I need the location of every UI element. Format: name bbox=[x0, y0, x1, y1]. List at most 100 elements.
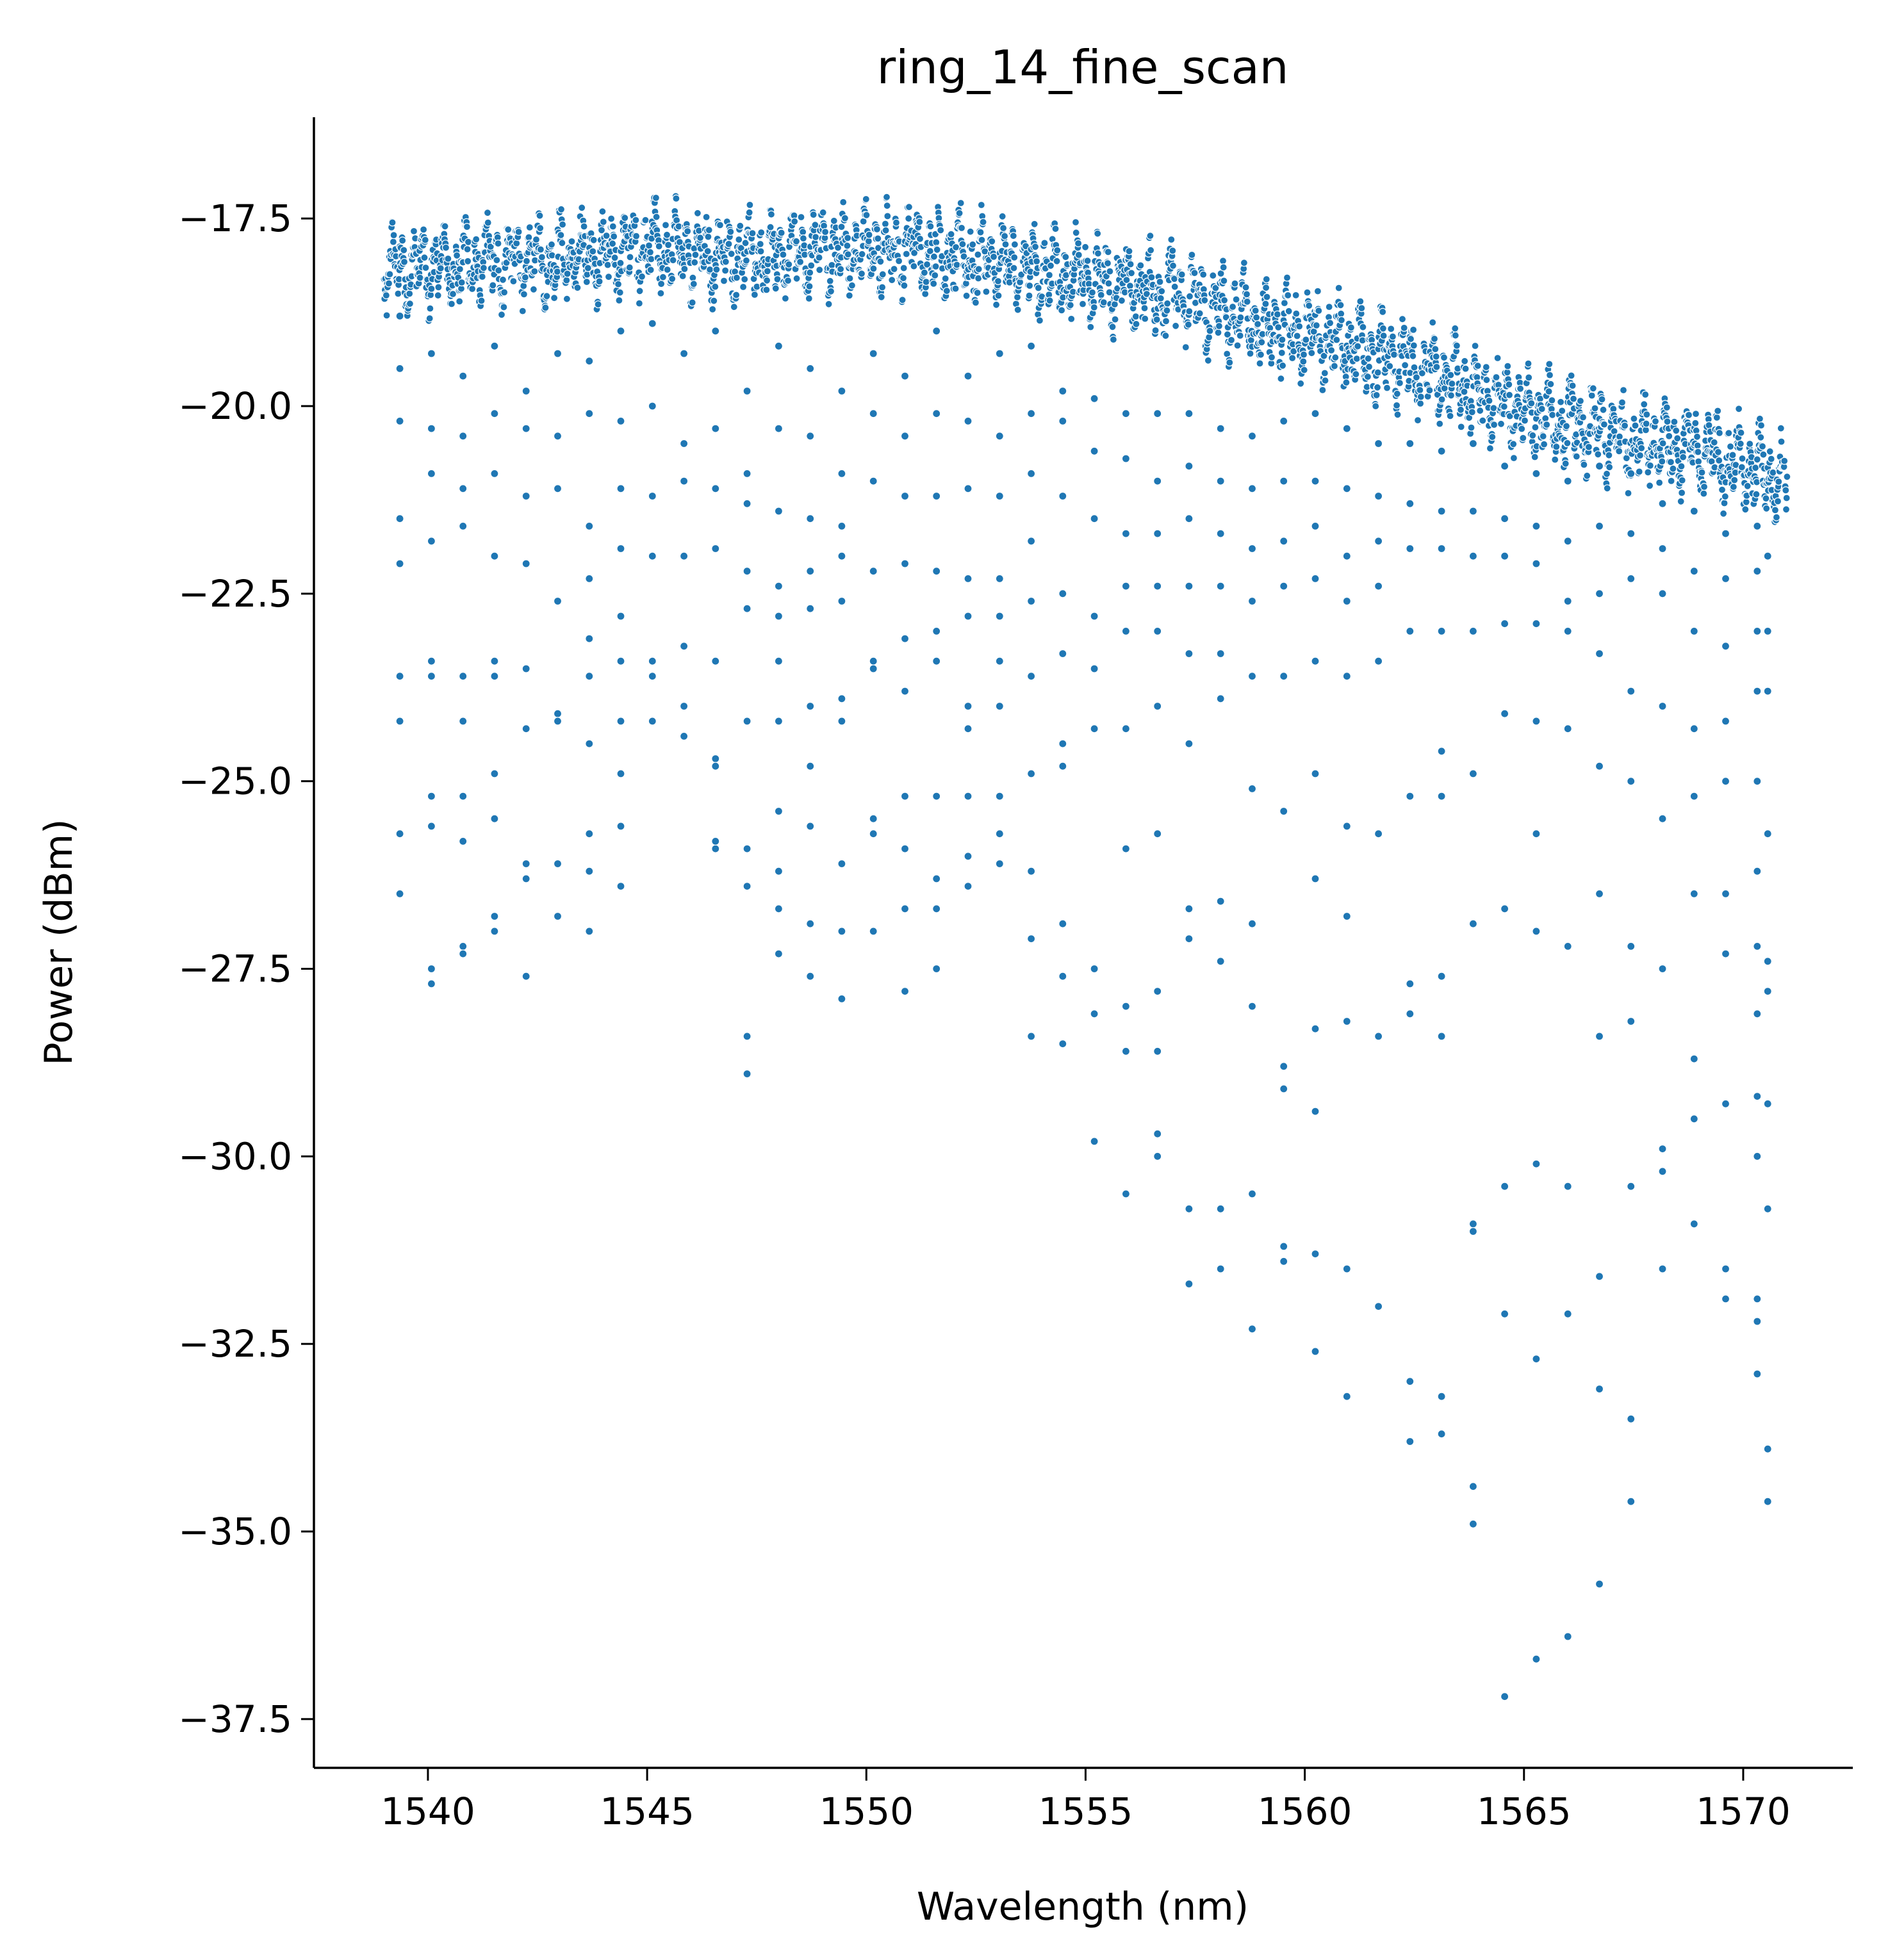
data-point bbox=[1216, 957, 1225, 966]
data-point bbox=[1644, 468, 1652, 477]
data-point bbox=[1468, 1482, 1477, 1491]
data-point bbox=[1185, 409, 1194, 418]
data-point bbox=[1206, 327, 1214, 335]
data-point bbox=[1627, 1017, 1636, 1026]
data-point bbox=[836, 265, 845, 274]
data-point bbox=[1452, 341, 1461, 350]
data-point bbox=[1666, 458, 1675, 466]
data-point bbox=[1032, 257, 1041, 266]
data-point bbox=[490, 911, 499, 921]
data-point bbox=[400, 257, 409, 266]
data-point bbox=[843, 241, 851, 250]
data-point bbox=[1737, 429, 1745, 437]
data-point bbox=[1753, 1317, 1762, 1326]
data-point bbox=[1780, 457, 1789, 465]
data-point bbox=[1763, 1204, 1772, 1213]
data-point bbox=[1227, 336, 1236, 345]
data-point bbox=[900, 792, 910, 801]
data-point bbox=[421, 236, 429, 244]
data-point bbox=[1026, 672, 1036, 681]
data-point bbox=[1689, 889, 1698, 899]
data-point bbox=[1151, 326, 1160, 335]
data-point bbox=[1437, 626, 1446, 636]
data-point bbox=[1320, 369, 1329, 377]
data-point bbox=[1409, 341, 1418, 350]
data-point bbox=[806, 432, 815, 441]
data-point bbox=[1297, 379, 1305, 388]
data-point bbox=[1026, 409, 1036, 418]
data-point bbox=[422, 263, 430, 272]
data-point bbox=[1090, 612, 1099, 621]
data-point bbox=[1342, 1017, 1351, 1026]
data-point bbox=[1121, 1002, 1131, 1011]
data-point bbox=[978, 236, 986, 244]
data-point bbox=[1374, 491, 1383, 501]
data-point bbox=[1279, 1257, 1288, 1266]
data-point bbox=[964, 612, 973, 621]
data-point bbox=[1603, 484, 1611, 493]
y-tick-label: −32.5 bbox=[178, 1322, 292, 1366]
data-point bbox=[942, 287, 951, 295]
data-point bbox=[791, 217, 799, 225]
data-point bbox=[522, 491, 530, 501]
data-point bbox=[743, 1032, 752, 1041]
data-point bbox=[1684, 411, 1693, 420]
data-point bbox=[781, 294, 790, 302]
data-point bbox=[995, 792, 1004, 801]
data-point bbox=[1247, 919, 1257, 928]
data-point bbox=[1505, 380, 1513, 389]
data-point bbox=[1505, 391, 1514, 399]
data-point bbox=[616, 612, 625, 621]
data-point bbox=[1691, 409, 1700, 418]
data-point bbox=[536, 211, 544, 220]
data-point bbox=[816, 266, 824, 274]
data-point bbox=[543, 292, 551, 300]
data-point bbox=[1406, 792, 1415, 801]
data-point bbox=[774, 904, 784, 913]
data-point bbox=[1588, 391, 1596, 400]
data-point bbox=[536, 245, 545, 254]
data-point bbox=[1572, 452, 1581, 461]
data-point bbox=[989, 252, 998, 261]
y-tick-label: −30.0 bbox=[178, 1134, 292, 1178]
data-point bbox=[711, 754, 720, 764]
data-point bbox=[1782, 486, 1790, 494]
data-point bbox=[632, 216, 640, 224]
data-point bbox=[1406, 1437, 1415, 1446]
data-point bbox=[1216, 1204, 1225, 1213]
data-point bbox=[509, 277, 518, 286]
data-point bbox=[1429, 318, 1437, 327]
data-point bbox=[1279, 1242, 1288, 1251]
data-point bbox=[1406, 1009, 1415, 1018]
data-point bbox=[1493, 354, 1502, 363]
data-point bbox=[1594, 450, 1602, 459]
data-point bbox=[1627, 469, 1636, 478]
data-point bbox=[1646, 482, 1654, 490]
data-point bbox=[1010, 264, 1018, 272]
data-point bbox=[1721, 1294, 1730, 1303]
data-point bbox=[1595, 521, 1604, 531]
data-point bbox=[1689, 626, 1698, 636]
data-point bbox=[585, 739, 594, 748]
data-point bbox=[477, 297, 486, 305]
data-point bbox=[521, 274, 530, 282]
data-point bbox=[427, 424, 436, 433]
data-point bbox=[995, 859, 1004, 869]
data-point bbox=[806, 919, 815, 928]
data-point bbox=[1295, 322, 1304, 331]
data-point bbox=[616, 717, 625, 726]
data-point bbox=[743, 844, 752, 853]
data-point bbox=[921, 290, 930, 298]
data-point bbox=[459, 521, 468, 531]
data-point bbox=[815, 254, 823, 262]
data-point bbox=[1199, 270, 1208, 279]
data-point bbox=[1067, 314, 1076, 323]
data-point bbox=[1721, 529, 1730, 538]
data-point bbox=[648, 491, 657, 501]
data-point bbox=[1311, 769, 1320, 778]
data-point bbox=[1568, 381, 1577, 390]
y-tick-label: −35.0 bbox=[178, 1510, 292, 1553]
data-point bbox=[1527, 399, 1536, 407]
data-point bbox=[964, 724, 973, 733]
data-point bbox=[964, 852, 973, 861]
